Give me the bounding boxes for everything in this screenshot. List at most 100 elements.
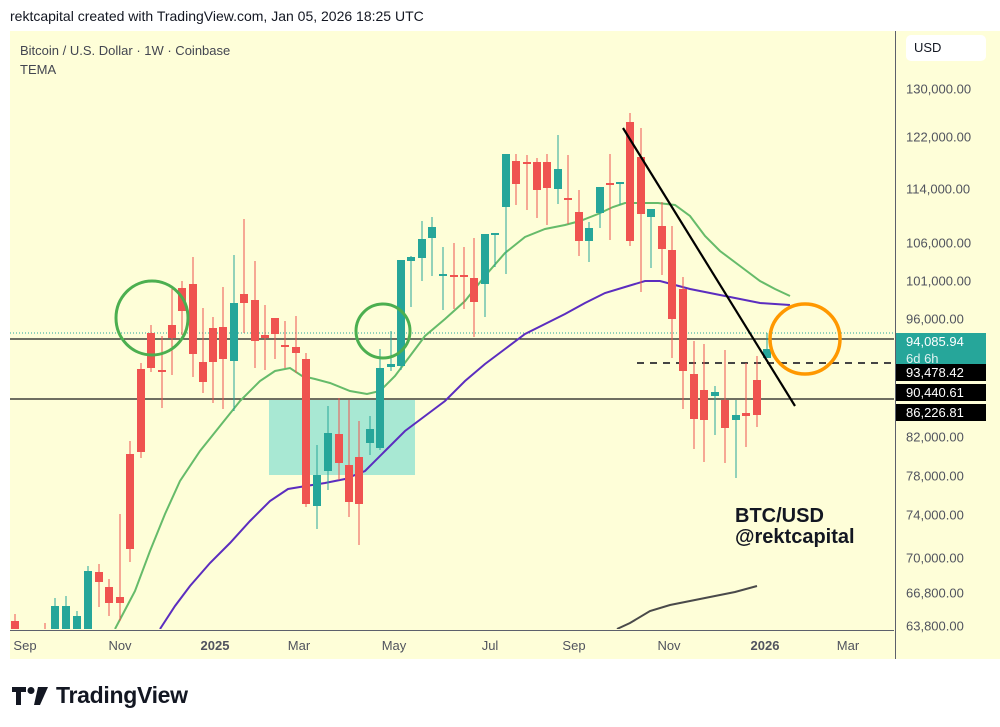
candle-body <box>366 429 374 443</box>
candle-body <box>95 572 103 582</box>
ema-line <box>616 585 758 630</box>
candle-body <box>679 289 687 371</box>
watermark-author: @rektcapital <box>735 526 855 548</box>
candle-body <box>606 183 614 185</box>
candle-body <box>690 374 698 419</box>
price-label: 86,226.81 <box>896 404 986 421</box>
candle-body <box>753 380 761 415</box>
candle-body <box>626 122 634 241</box>
candle-body <box>158 370 166 372</box>
candle-body <box>11 621 19 629</box>
candle-body <box>73 616 81 629</box>
candle-body <box>732 415 740 420</box>
candle-body <box>596 187 604 213</box>
candle-body <box>491 233 499 235</box>
time-tick: Sep <box>562 638 586 653</box>
candle-body <box>261 335 269 338</box>
candle-body <box>189 284 197 354</box>
candle-body <box>271 318 279 334</box>
candle-body <box>554 169 562 189</box>
time-tick: Nov <box>657 638 681 653</box>
candle-body <box>387 364 395 367</box>
chart-panel[interactable]: Bitcoin / U.S. Dollar · 1W · Coinbase TE… <box>10 31 1000 659</box>
candle-body <box>721 400 729 428</box>
candle-body <box>637 157 645 214</box>
price-tick: 106,000.00 <box>906 235 972 251</box>
candle-body <box>700 390 708 420</box>
candle-body <box>376 368 384 448</box>
ema-line <box>114 202 791 630</box>
time-tick: Jul <box>481 638 499 653</box>
price-tick: 82,000.00 <box>906 429 964 445</box>
price-chart[interactable] <box>10 31 894 631</box>
candle-body <box>502 154 510 207</box>
watermark-symbol: BTC/USD <box>735 505 824 527</box>
tradingview-logo[interactable]: TradingView <box>12 682 188 709</box>
price-tick: 101,000.00 <box>906 273 972 289</box>
candle-body <box>335 434 343 463</box>
candle-body <box>763 349 771 358</box>
symbol-line: Bitcoin / U.S. Dollar · 1W · Coinbase <box>20 43 231 58</box>
time-tick: 2026 <box>750 638 780 653</box>
chart-credit: rektcapital created with TradingView.com… <box>10 8 424 24</box>
price-tick: 74,000.00 <box>906 507 964 523</box>
watermark: BTC/USD @rektcapital <box>735 506 855 548</box>
green-circle-annotation[interactable] <box>114 279 190 357</box>
candle-body <box>543 162 551 188</box>
currency-button[interactable]: USD <box>906 35 986 61</box>
candle-body <box>116 597 124 603</box>
candle-body <box>302 359 310 504</box>
candle-body <box>126 454 134 549</box>
candle-body <box>251 300 259 341</box>
candle-body <box>481 234 489 284</box>
candle-body <box>742 413 750 416</box>
candle-body <box>668 250 676 319</box>
candle-body <box>313 475 321 506</box>
candle-body <box>281 345 289 347</box>
candle-body <box>84 571 92 629</box>
time-axis[interactable]: Sep Nov 2025 Mar May Jul Sep Nov 2026 Mar <box>10 630 894 660</box>
candle-body <box>147 333 155 368</box>
trendline[interactable] <box>622 127 796 407</box>
candle-body <box>62 606 70 629</box>
price-tick: 96,000.00 <box>906 311 964 327</box>
candle-body <box>199 362 207 382</box>
price-axis[interactable]: USD 130,000.00 122,000.00 114,000.00 106,00… <box>895 31 1000 659</box>
candle-body <box>450 275 458 277</box>
candle-body <box>512 161 520 184</box>
orange-circle-annotation[interactable] <box>768 302 842 376</box>
indicator-label[interactable]: TEMA <box>20 62 57 77</box>
time-tick: Nov <box>108 638 132 653</box>
candle-body <box>209 328 217 362</box>
candle-body <box>168 325 176 338</box>
candle-body <box>533 162 541 190</box>
price-label: 94,085.94 6d 6h <box>896 333 986 367</box>
candle-body <box>460 275 468 277</box>
plot-area[interactable]: Bitcoin / U.S. Dollar · 1W · Coinbase TE… <box>10 31 894 631</box>
green-circle-annotation[interactable] <box>354 302 412 360</box>
candle-body <box>397 260 405 366</box>
tradingview-logo-text: TradingView <box>56 682 188 708</box>
candle-body <box>470 278 478 302</box>
candle-body <box>575 212 583 241</box>
time-tick: 2025 <box>200 638 230 653</box>
candle-body <box>439 274 447 276</box>
candle-body <box>292 347 300 353</box>
price-label: 93,478.42 <box>896 364 986 381</box>
price-tick: 114,000.00 <box>906 181 971 197</box>
candle-body <box>418 239 426 258</box>
candle-body <box>240 294 248 303</box>
time-tick: Mar <box>287 638 311 653</box>
price-tick: 130,000.00 <box>906 81 972 97</box>
time-tick: Sep <box>13 638 37 653</box>
time-tick: Mar <box>836 638 860 653</box>
candle-body <box>407 257 415 261</box>
price-tick: 66,800.00 <box>906 585 964 601</box>
candle-body <box>616 182 624 184</box>
price-tick: 63,800.00 <box>906 618 964 634</box>
candle-body <box>658 226 666 249</box>
candle-body <box>137 369 145 452</box>
countdown-label: 6d 6h <box>906 351 939 366</box>
candle-body <box>585 228 593 241</box>
tradingview-logo-icon <box>12 686 48 705</box>
